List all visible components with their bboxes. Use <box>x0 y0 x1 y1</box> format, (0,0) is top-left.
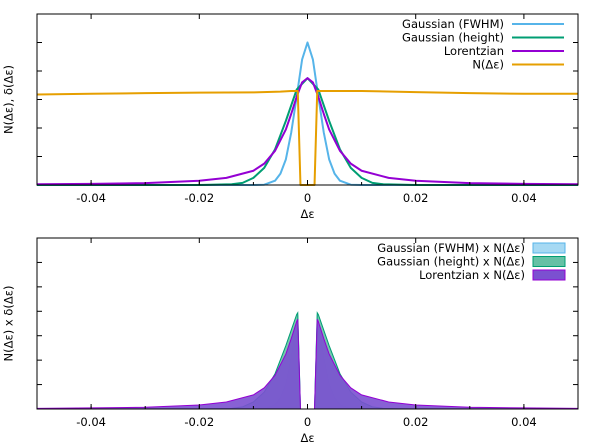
bottom-series-2-line <box>37 311 578 410</box>
bottom-x-ticks: -0.04 -0.02 0 0.02 0.04 <box>36 238 579 429</box>
bottom-panel: -0.04 -0.02 0 0.02 0.04 Δε N(Δε) x δ(Δε) Gau… <box>2 237 579 445</box>
top-x-tick-label: 0 <box>304 191 311 205</box>
bottom-series-1-line <box>37 314 578 410</box>
top-series-1-line <box>37 41 578 186</box>
bottom-x-axis-label: Δε <box>300 431 314 445</box>
bottom-legend-label-3: Lorentzian x N(Δε) <box>419 268 525 282</box>
top-series-layer <box>36 41 579 186</box>
top-x-axis-label: Δε <box>300 207 314 221</box>
top-x-tick-label: -0.02 <box>184 191 214 205</box>
top-x-tick-label: 0.04 <box>511 191 537 205</box>
bottom-x-tick-label: 0.02 <box>403 415 429 429</box>
top-legend-label-2: Gaussian (height) <box>402 31 504 45</box>
bottom-x-tick-label: 0.04 <box>511 415 537 429</box>
bottom-series-2-area <box>37 312 578 409</box>
bottom-series-3-area <box>37 319 578 409</box>
bottom-series-3-line <box>36 319 579 410</box>
bottom-legend-swatch-3 <box>532 269 566 281</box>
top-legend: Gaussian (FWHM)Gaussian (height)Lorentzi… <box>402 17 564 72</box>
top-series-4-line <box>36 89 578 186</box>
bottom-series-1-area <box>37 314 578 409</box>
bottom-legend-swatch-2 <box>532 256 566 267</box>
bottom-series-layer <box>36 311 579 410</box>
top-legend-label-4: N(Δε) <box>472 58 504 72</box>
bottom-legend-label-1: Gaussian (FWHM) x N(Δε) <box>377 241 525 255</box>
bottom-legend-swatch-1 <box>532 242 566 254</box>
top-y-ticks <box>37 13 578 186</box>
bottom-legend-label-2: Gaussian (height) x N(Δε) <box>377 255 525 269</box>
top-x-tick-label: 0.02 <box>403 191 429 205</box>
bottom-y-axis-label: N(Δε) x δ(Δε) <box>2 286 16 362</box>
bottom-y-ticks <box>37 237 578 410</box>
top-legend-label-3: Lorentzian <box>444 44 504 58</box>
top-series-3-line <box>36 77 579 186</box>
bottom-x-tick-label: 0 <box>304 415 311 429</box>
bottom-x-tick-label: -0.04 <box>76 415 106 429</box>
top-y-axis-label: N(Δε), δ(Δε) <box>2 65 16 134</box>
bottom-x-tick-label: -0.02 <box>184 415 214 429</box>
top-panel: -0.04 -0.02 0 0.02 0.04 Δε N(Δε), δ(Δε) Gaus… <box>2 13 579 221</box>
bottom-legend: Gaussian (FWHM) x N(Δε)Gaussian (height)… <box>377 241 566 282</box>
top-x-ticks: -0.04 -0.02 0 0.02 0.04 <box>36 14 579 205</box>
top-x-tick-label: -0.04 <box>76 191 106 205</box>
top-legend-label-1: Gaussian (FWHM) <box>402 17 504 31</box>
